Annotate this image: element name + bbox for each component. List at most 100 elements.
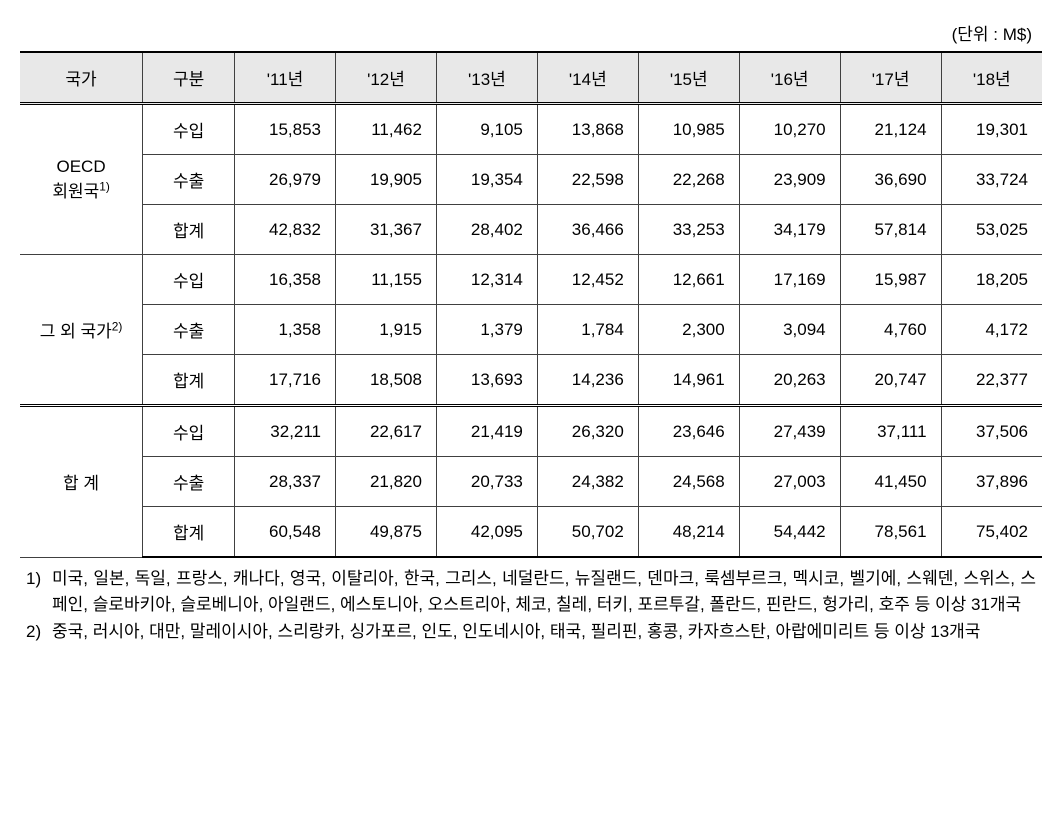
data-cell: 36,690 xyxy=(840,155,941,205)
data-cell: 11,462 xyxy=(336,104,437,155)
data-cell: 16,358 xyxy=(235,255,336,305)
table-body: OECD회원국1)수입15,85311,4629,10513,86810,985… xyxy=(20,104,1042,558)
row-type: 수출 xyxy=(143,155,235,205)
table-row: 합계60,54849,87542,09550,70248,21454,44278… xyxy=(20,507,1042,558)
data-cell: 33,724 xyxy=(941,155,1042,205)
table-row: 수출26,97919,90519,35422,59822,26823,90936… xyxy=(20,155,1042,205)
col-year-5: '16년 xyxy=(739,52,840,104)
data-cell: 24,382 xyxy=(537,457,638,507)
data-cell: 33,253 xyxy=(638,205,739,255)
table-row: 합계17,71618,50813,69314,23614,96120,26320… xyxy=(20,355,1042,406)
data-cell: 21,124 xyxy=(840,104,941,155)
col-year-3: '14년 xyxy=(537,52,638,104)
data-cell: 20,263 xyxy=(739,355,840,406)
data-cell: 2,300 xyxy=(638,305,739,355)
header-row: 국가 구분 '11년 '12년 '13년 '14년 '15년 '16년 '17년… xyxy=(20,52,1042,104)
row-type: 수입 xyxy=(143,406,235,457)
data-cell: 19,354 xyxy=(436,155,537,205)
data-cell: 48,214 xyxy=(638,507,739,558)
data-cell: 37,896 xyxy=(941,457,1042,507)
col-year-2: '13년 xyxy=(436,52,537,104)
footnote-num: 1) xyxy=(26,566,52,617)
data-cell: 1,784 xyxy=(537,305,638,355)
data-cell: 21,419 xyxy=(436,406,537,457)
data-cell: 3,094 xyxy=(739,305,840,355)
data-cell: 14,236 xyxy=(537,355,638,406)
data-cell: 12,661 xyxy=(638,255,739,305)
data-cell: 28,402 xyxy=(436,205,537,255)
footnote-text: 중국, 러시아, 대만, 말레이시아, 스리랑카, 싱가포르, 인도, 인도네시… xyxy=(52,619,1036,645)
col-year-4: '15년 xyxy=(638,52,739,104)
data-cell: 4,760 xyxy=(840,305,941,355)
data-cell: 19,905 xyxy=(336,155,437,205)
data-cell: 1,379 xyxy=(436,305,537,355)
footnote-2: 2) 중국, 러시아, 대만, 말레이시아, 스리랑카, 싱가포르, 인도, 인… xyxy=(26,619,1036,645)
data-cell: 1,358 xyxy=(235,305,336,355)
data-cell: 14,961 xyxy=(638,355,739,406)
data-cell: 42,095 xyxy=(436,507,537,558)
data-cell: 4,172 xyxy=(941,305,1042,355)
table-row: OECD회원국1)수입15,85311,4629,10513,86810,985… xyxy=(20,104,1042,155)
data-cell: 37,506 xyxy=(941,406,1042,457)
data-cell: 15,853 xyxy=(235,104,336,155)
data-cell: 17,169 xyxy=(739,255,840,305)
data-cell: 12,314 xyxy=(436,255,537,305)
data-cell: 12,452 xyxy=(537,255,638,305)
data-cell: 18,205 xyxy=(941,255,1042,305)
footnotes: 1) 미국, 일본, 독일, 프랑스, 캐나다, 영국, 이탈리아, 한국, 그… xyxy=(20,566,1042,645)
data-cell: 31,367 xyxy=(336,205,437,255)
data-cell: 32,211 xyxy=(235,406,336,457)
data-cell: 27,439 xyxy=(739,406,840,457)
data-cell: 10,985 xyxy=(638,104,739,155)
row-type: 합계 xyxy=(143,507,235,558)
data-cell: 20,747 xyxy=(840,355,941,406)
col-country: 국가 xyxy=(20,52,143,104)
data-cell: 75,402 xyxy=(941,507,1042,558)
data-table: 국가 구분 '11년 '12년 '13년 '14년 '15년 '16년 '17년… xyxy=(20,51,1042,558)
data-cell: 41,450 xyxy=(840,457,941,507)
data-cell: 26,979 xyxy=(235,155,336,205)
data-cell: 1,915 xyxy=(336,305,437,355)
data-cell: 15,987 xyxy=(840,255,941,305)
data-cell: 49,875 xyxy=(336,507,437,558)
data-cell: 36,466 xyxy=(537,205,638,255)
data-cell: 24,568 xyxy=(638,457,739,507)
data-cell: 34,179 xyxy=(739,205,840,255)
data-cell: 26,320 xyxy=(537,406,638,457)
data-cell: 78,561 xyxy=(840,507,941,558)
table-row: 합계42,83231,36728,40236,46633,25334,17957… xyxy=(20,205,1042,255)
data-cell: 13,868 xyxy=(537,104,638,155)
col-type: 구분 xyxy=(143,52,235,104)
group-label: 합 계 xyxy=(20,406,143,558)
unit-label: (단위 : M$) xyxy=(20,20,1042,45)
data-cell: 42,832 xyxy=(235,205,336,255)
data-cell: 27,003 xyxy=(739,457,840,507)
table-row: 그 외 국가2)수입16,35811,15512,31412,45212,661… xyxy=(20,255,1042,305)
row-type: 합계 xyxy=(143,355,235,406)
data-cell: 9,105 xyxy=(436,104,537,155)
data-cell: 22,377 xyxy=(941,355,1042,406)
data-cell: 20,733 xyxy=(436,457,537,507)
col-year-7: '18년 xyxy=(941,52,1042,104)
table-row: 합 계수입32,21122,61721,41926,32023,64627,43… xyxy=(20,406,1042,457)
data-cell: 37,111 xyxy=(840,406,941,457)
group-label: 그 외 국가2) xyxy=(20,255,143,406)
data-cell: 22,598 xyxy=(537,155,638,205)
data-cell: 21,820 xyxy=(336,457,437,507)
table-row: 수출1,3581,9151,3791,7842,3003,0944,7604,1… xyxy=(20,305,1042,355)
row-type: 수출 xyxy=(143,305,235,355)
data-cell: 23,646 xyxy=(638,406,739,457)
data-cell: 57,814 xyxy=(840,205,941,255)
data-cell: 17,716 xyxy=(235,355,336,406)
footnote-num: 2) xyxy=(26,619,52,645)
data-cell: 53,025 xyxy=(941,205,1042,255)
data-cell: 22,268 xyxy=(638,155,739,205)
row-type: 수입 xyxy=(143,104,235,155)
data-cell: 22,617 xyxy=(336,406,437,457)
row-type: 수입 xyxy=(143,255,235,305)
data-cell: 23,909 xyxy=(739,155,840,205)
data-cell: 28,337 xyxy=(235,457,336,507)
data-cell: 13,693 xyxy=(436,355,537,406)
data-cell: 18,508 xyxy=(336,355,437,406)
col-year-0: '11년 xyxy=(235,52,336,104)
